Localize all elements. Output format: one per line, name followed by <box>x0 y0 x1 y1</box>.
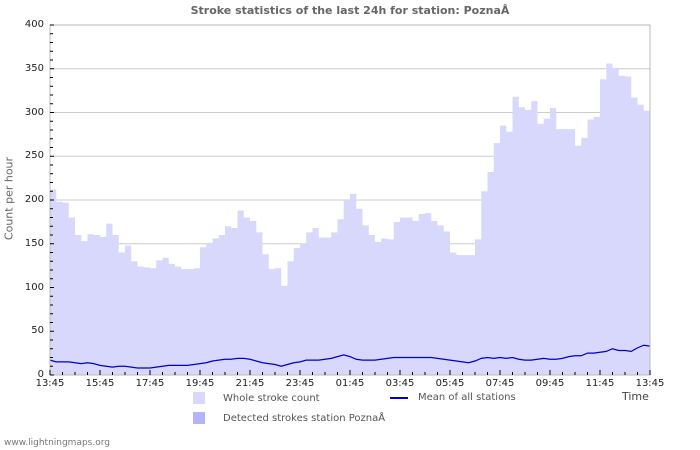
x-tick: 21:45 <box>235 378 265 389</box>
y-tick: 250 <box>24 150 44 161</box>
x-tick: 09:45 <box>535 378 565 389</box>
legend-swatch-whole <box>193 392 205 404</box>
y-tick: 50 <box>31 325 44 336</box>
x-tick: 15:45 <box>85 378 115 389</box>
mean-line <box>49 344 651 369</box>
legend-item-whole: Whole stroke count <box>193 392 320 404</box>
legend-item-detected: Detected strokes station PoznaÅ <box>193 412 385 424</box>
y-tick: 200 <box>24 194 44 205</box>
y-tick: 300 <box>24 107 44 118</box>
legend-swatch-detected <box>193 412 205 424</box>
y-tick: 400 <box>24 19 44 30</box>
legend-label-whole: Whole stroke count <box>223 392 320 404</box>
legend-label-mean: Mean of all stations <box>418 392 516 403</box>
y-tick: 0 <box>37 369 44 380</box>
x-tick: 03:45 <box>385 378 415 389</box>
legend-item-mean: Mean of all stations <box>390 392 516 403</box>
source-credit: www.lightningmaps.org <box>4 438 110 448</box>
x-tick: 19:45 <box>185 378 215 389</box>
x-tick: 17:45 <box>135 378 165 389</box>
x-axis-label: Time <box>622 390 649 403</box>
x-tick: 11:45 <box>585 378 615 389</box>
x-tick: 07:45 <box>485 378 515 389</box>
x-tick: 23:45 <box>285 378 315 389</box>
x-tick: 13:45 <box>635 378 665 389</box>
chart-title: Stroke statistics of the last 24h for st… <box>190 4 510 17</box>
y-tick: 100 <box>24 282 44 293</box>
x-tick: 13:45 <box>35 378 65 389</box>
whole-stroke-area <box>50 63 650 375</box>
x-tick: 05:45 <box>435 378 465 389</box>
legend-label-detected: Detected strokes station PoznaÅ <box>223 412 386 424</box>
y-tick: 350 <box>24 63 44 74</box>
legend-swatch-mean <box>390 396 408 399</box>
x-tick: 01:45 <box>335 378 365 389</box>
axis-ticks <box>49 24 651 376</box>
y-tick: 150 <box>24 238 44 249</box>
